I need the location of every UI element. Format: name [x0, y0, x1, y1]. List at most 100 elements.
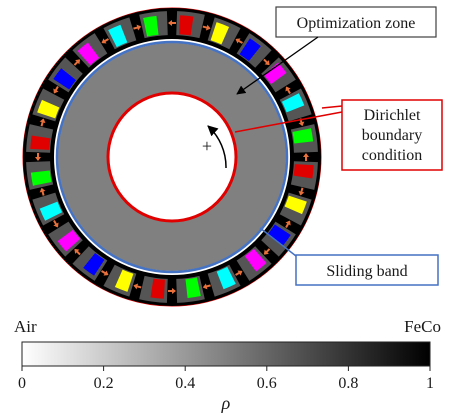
sliding-band-leader: [259, 227, 297, 257]
stator-slot: [236, 33, 272, 68]
dirichlet-box: [341, 99, 443, 171]
stator-slot: [26, 153, 54, 190]
stator-slot: [48, 57, 83, 93]
magnet-arrow-icon: [39, 118, 46, 127]
magnet-wedge: [39, 201, 63, 221]
dirichlet-inner-boundary: [106, 91, 238, 223]
sliding-band-circle: [55, 40, 289, 274]
magnet-arrow-icon: [202, 24, 211, 31]
magnet-wedge: [77, 42, 100, 66]
magnet-arrow-icon: [133, 24, 142, 31]
magnet-wedge: [284, 195, 307, 215]
stator-slot: [168, 275, 205, 303]
magnet-arrow-icon: [168, 20, 176, 26]
motor-cross-section: +: [22, 7, 322, 307]
stator-slots: [26, 11, 318, 303]
magnet-wedge: [150, 278, 165, 299]
stator-slot: [207, 17, 243, 50]
colorbar-tick-label: 0: [18, 375, 26, 392]
dirichlet-leader-inner: [234, 111, 343, 133]
colorbar-ticks: 0 0.2 0.4 0.6 0.8 1: [18, 366, 434, 392]
stator-slot: [290, 124, 318, 161]
stator-slot: [48, 220, 83, 257]
magnet-arrow-icon: [285, 86, 291, 94]
magnet-arrow-icon: [235, 38, 243, 44]
colorbar-right-label: FeCo: [404, 317, 441, 336]
magnet-wedge: [179, 15, 194, 36]
colorbar-left-label: Air: [14, 317, 37, 336]
colorbar-tick-label: 0.2: [94, 375, 114, 392]
stator-slot: [103, 17, 142, 50]
magnet-arrow-icon: [168, 288, 176, 294]
stator-slot: [261, 221, 296, 257]
sliding-band-callout: Sliding band: [259, 227, 439, 286]
colorbar: Air FeCo 0 0.2 0.4 0.6 0.8 1 ρ: [14, 317, 441, 413]
magnet-wedge: [293, 164, 314, 179]
stator-slot: [72, 33, 109, 68]
optimization-zone-leader: [236, 36, 319, 95]
magnet-arrow-icon: [53, 220, 59, 228]
magnet-wedge: [281, 93, 305, 113]
stator-slot: [290, 161, 318, 196]
magnet-wedge: [210, 22, 230, 45]
magnet-wedge: [185, 277, 201, 299]
magnet-arrow-icon: [263, 248, 271, 255]
magnet-wedge: [83, 252, 105, 276]
magnet-arrow-icon: [101, 270, 109, 276]
stator-slot: [32, 187, 65, 226]
stator-slot: [176, 11, 211, 39]
colorbar-tick-label: 0.4: [175, 375, 195, 392]
dirichlet-label-line3: condition: [362, 147, 422, 164]
stator-slot: [235, 246, 272, 281]
magnet-arrow-icon: [35, 153, 41, 161]
magnet-wedge: [114, 269, 134, 292]
stator-slot: [101, 264, 137, 297]
magnet-wedge: [143, 15, 159, 37]
magnet-arrow-icon: [285, 220, 291, 228]
magnet-arrow-icon: [73, 59, 81, 66]
colorbar-variable: ρ: [221, 393, 231, 413]
stator-slot: [133, 275, 168, 303]
magnet-arrow-icon: [298, 187, 305, 196]
magnet-wedge: [30, 135, 51, 150]
magnet-wedge: [216, 266, 236, 290]
dirichlet-callout: Dirichlet boundary condition: [234, 99, 443, 171]
colorbar-tick-label: 0.8: [338, 375, 358, 392]
magnet-arrow-icon: [74, 248, 81, 256]
magnet-wedge: [267, 224, 291, 246]
colorbar-gradient: [21, 341, 431, 367]
dirichlet-leader-outer: [321, 105, 343, 109]
magnet-wedge: [239, 38, 261, 62]
stator-slot: [202, 264, 241, 297]
rotation-sign: +: [202, 136, 212, 156]
stator-slot: [26, 118, 54, 153]
stator-slot: [72, 246, 108, 281]
stator-slot: [261, 57, 296, 94]
rotation-arrow-icon: [207, 125, 227, 169]
magnet-arrow-icon: [133, 283, 142, 290]
stator-slot: [279, 192, 312, 228]
magnet-arrow-icon: [101, 38, 109, 44]
magnet-wedge: [57, 229, 81, 252]
optimization-zone-label: Optimization zone: [297, 15, 416, 32]
stator-slot: [279, 88, 312, 127]
dirichlet-label-line2: boundary: [362, 127, 422, 144]
magnet-wedge: [30, 170, 52, 186]
magnet-arrow-icon: [53, 86, 59, 94]
colorbar-tick-label: 0.6: [257, 375, 277, 392]
magnet-arrow-icon: [263, 58, 270, 66]
magnet-wedge: [292, 128, 314, 144]
magnet-arrow-icon: [39, 187, 46, 196]
magnet-wedge: [37, 99, 60, 119]
dirichlet-label-line1: Dirichlet: [364, 107, 421, 124]
magnet-arrow-icon: [303, 153, 309, 161]
stator-slot: [139, 11, 176, 39]
sliding-band-box: [295, 254, 439, 286]
magnet-arrow-icon: [202, 283, 211, 290]
magnet-arrow-icon: [235, 270, 243, 276]
optimization-zone-callout: Optimization zone: [236, 6, 437, 95]
sliding-band-label: Sliding band: [326, 263, 407, 280]
magnet-wedge: [263, 62, 287, 85]
stator-slot: [32, 86, 65, 122]
